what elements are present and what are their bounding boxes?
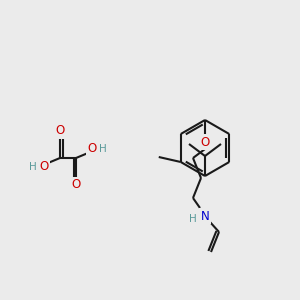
Text: O: O: [87, 142, 97, 155]
Text: H: H: [189, 214, 197, 224]
Text: H: H: [99, 144, 107, 154]
Text: O: O: [39, 160, 49, 173]
Text: N: N: [201, 209, 209, 223]
Text: H: H: [29, 162, 37, 172]
Text: O: O: [200, 136, 210, 148]
Text: O: O: [71, 178, 81, 191]
Text: O: O: [56, 124, 64, 137]
